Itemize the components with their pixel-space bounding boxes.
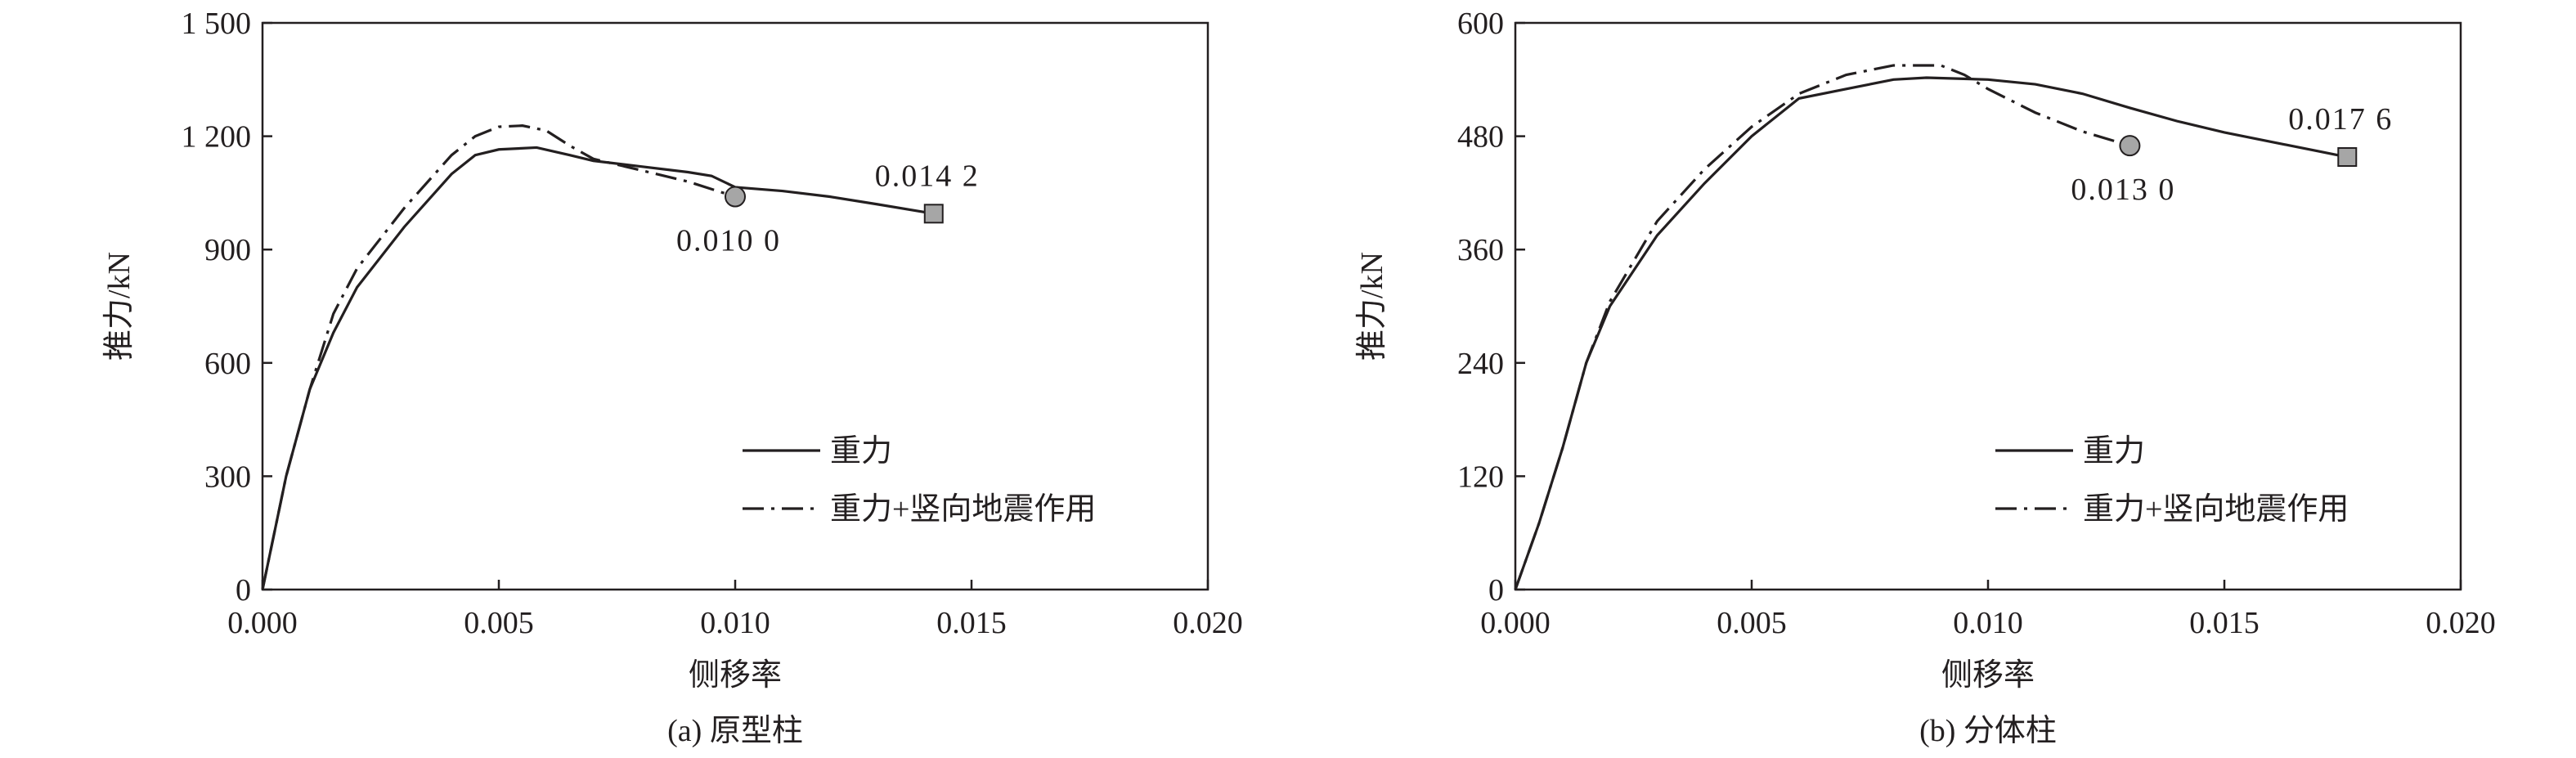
end-marker xyxy=(2119,135,2141,157)
end-label: 0.013 0 xyxy=(2071,173,2175,207)
x-tick-label: 0.000 xyxy=(1480,606,1551,640)
x-tick-label: 0.020 xyxy=(1173,606,1243,640)
y-axis-label: 推力/kN xyxy=(1355,252,1389,361)
x-tick-label: 0.020 xyxy=(2426,606,2496,640)
y-tick-label: 0 xyxy=(236,573,251,608)
y-tick-label: 480 xyxy=(1457,120,1504,155)
x-tick-label: 0.005 xyxy=(1717,606,1787,640)
caption: (b) 分体柱 xyxy=(1919,714,2057,748)
y-tick-label: 240 xyxy=(1457,347,1504,381)
x-axis-label: 侧移率 xyxy=(1941,658,2035,693)
end-label: 0.014 2 xyxy=(875,159,980,193)
end-marker xyxy=(923,204,944,224)
series-line xyxy=(1514,76,2348,590)
x-tick-label: 0.015 xyxy=(2189,606,2260,640)
chart-panel: 0 300 600 900 1 200 1 500 0.000 0.005 0.010 0.015… xyxy=(102,7,1243,748)
y-tick-label: 600 xyxy=(1457,7,1504,41)
x-tick-label: 0.015 xyxy=(936,606,1007,640)
chart-panel: 0 120 240 360 480 600 0.000 0.005 0.010 0.015 0.02… xyxy=(1355,7,2496,748)
y-tick-label: 1 200 xyxy=(182,120,252,155)
end-label: 0.017 6 xyxy=(2288,102,2393,137)
legend-label: 重力 xyxy=(2083,434,2145,469)
legend-label: 重力+竖向地震作用 xyxy=(2083,492,2349,527)
y-axis-label: 推力/kN xyxy=(102,252,137,361)
series-line xyxy=(261,124,736,590)
caption: (a) 原型柱 xyxy=(667,714,803,748)
x-tick-label: 0.010 xyxy=(700,606,770,640)
y-tick-label: 300 xyxy=(204,460,251,494)
end-label: 0.010 0 xyxy=(676,224,781,258)
series-line xyxy=(1514,64,2130,590)
y-tick-label: 360 xyxy=(1457,233,1504,267)
end-marker xyxy=(2337,147,2358,168)
y-tick-label: 900 xyxy=(204,233,251,267)
y-tick-label: 120 xyxy=(1457,460,1504,494)
x-axis-label: 侧移率 xyxy=(689,658,782,693)
y-tick-label: 600 xyxy=(204,347,251,381)
y-tick-label: 1 500 xyxy=(182,7,252,41)
series-line xyxy=(261,146,935,590)
legend-label: 重力+竖向地震作用 xyxy=(830,492,1096,527)
legend-label: 重力 xyxy=(830,434,892,469)
end-marker xyxy=(725,186,746,208)
x-tick-label: 0.010 xyxy=(1953,606,2023,640)
x-tick-label: 0.000 xyxy=(227,606,298,640)
x-tick-label: 0.005 xyxy=(464,606,534,640)
y-tick-label: 0 xyxy=(1488,573,1504,608)
